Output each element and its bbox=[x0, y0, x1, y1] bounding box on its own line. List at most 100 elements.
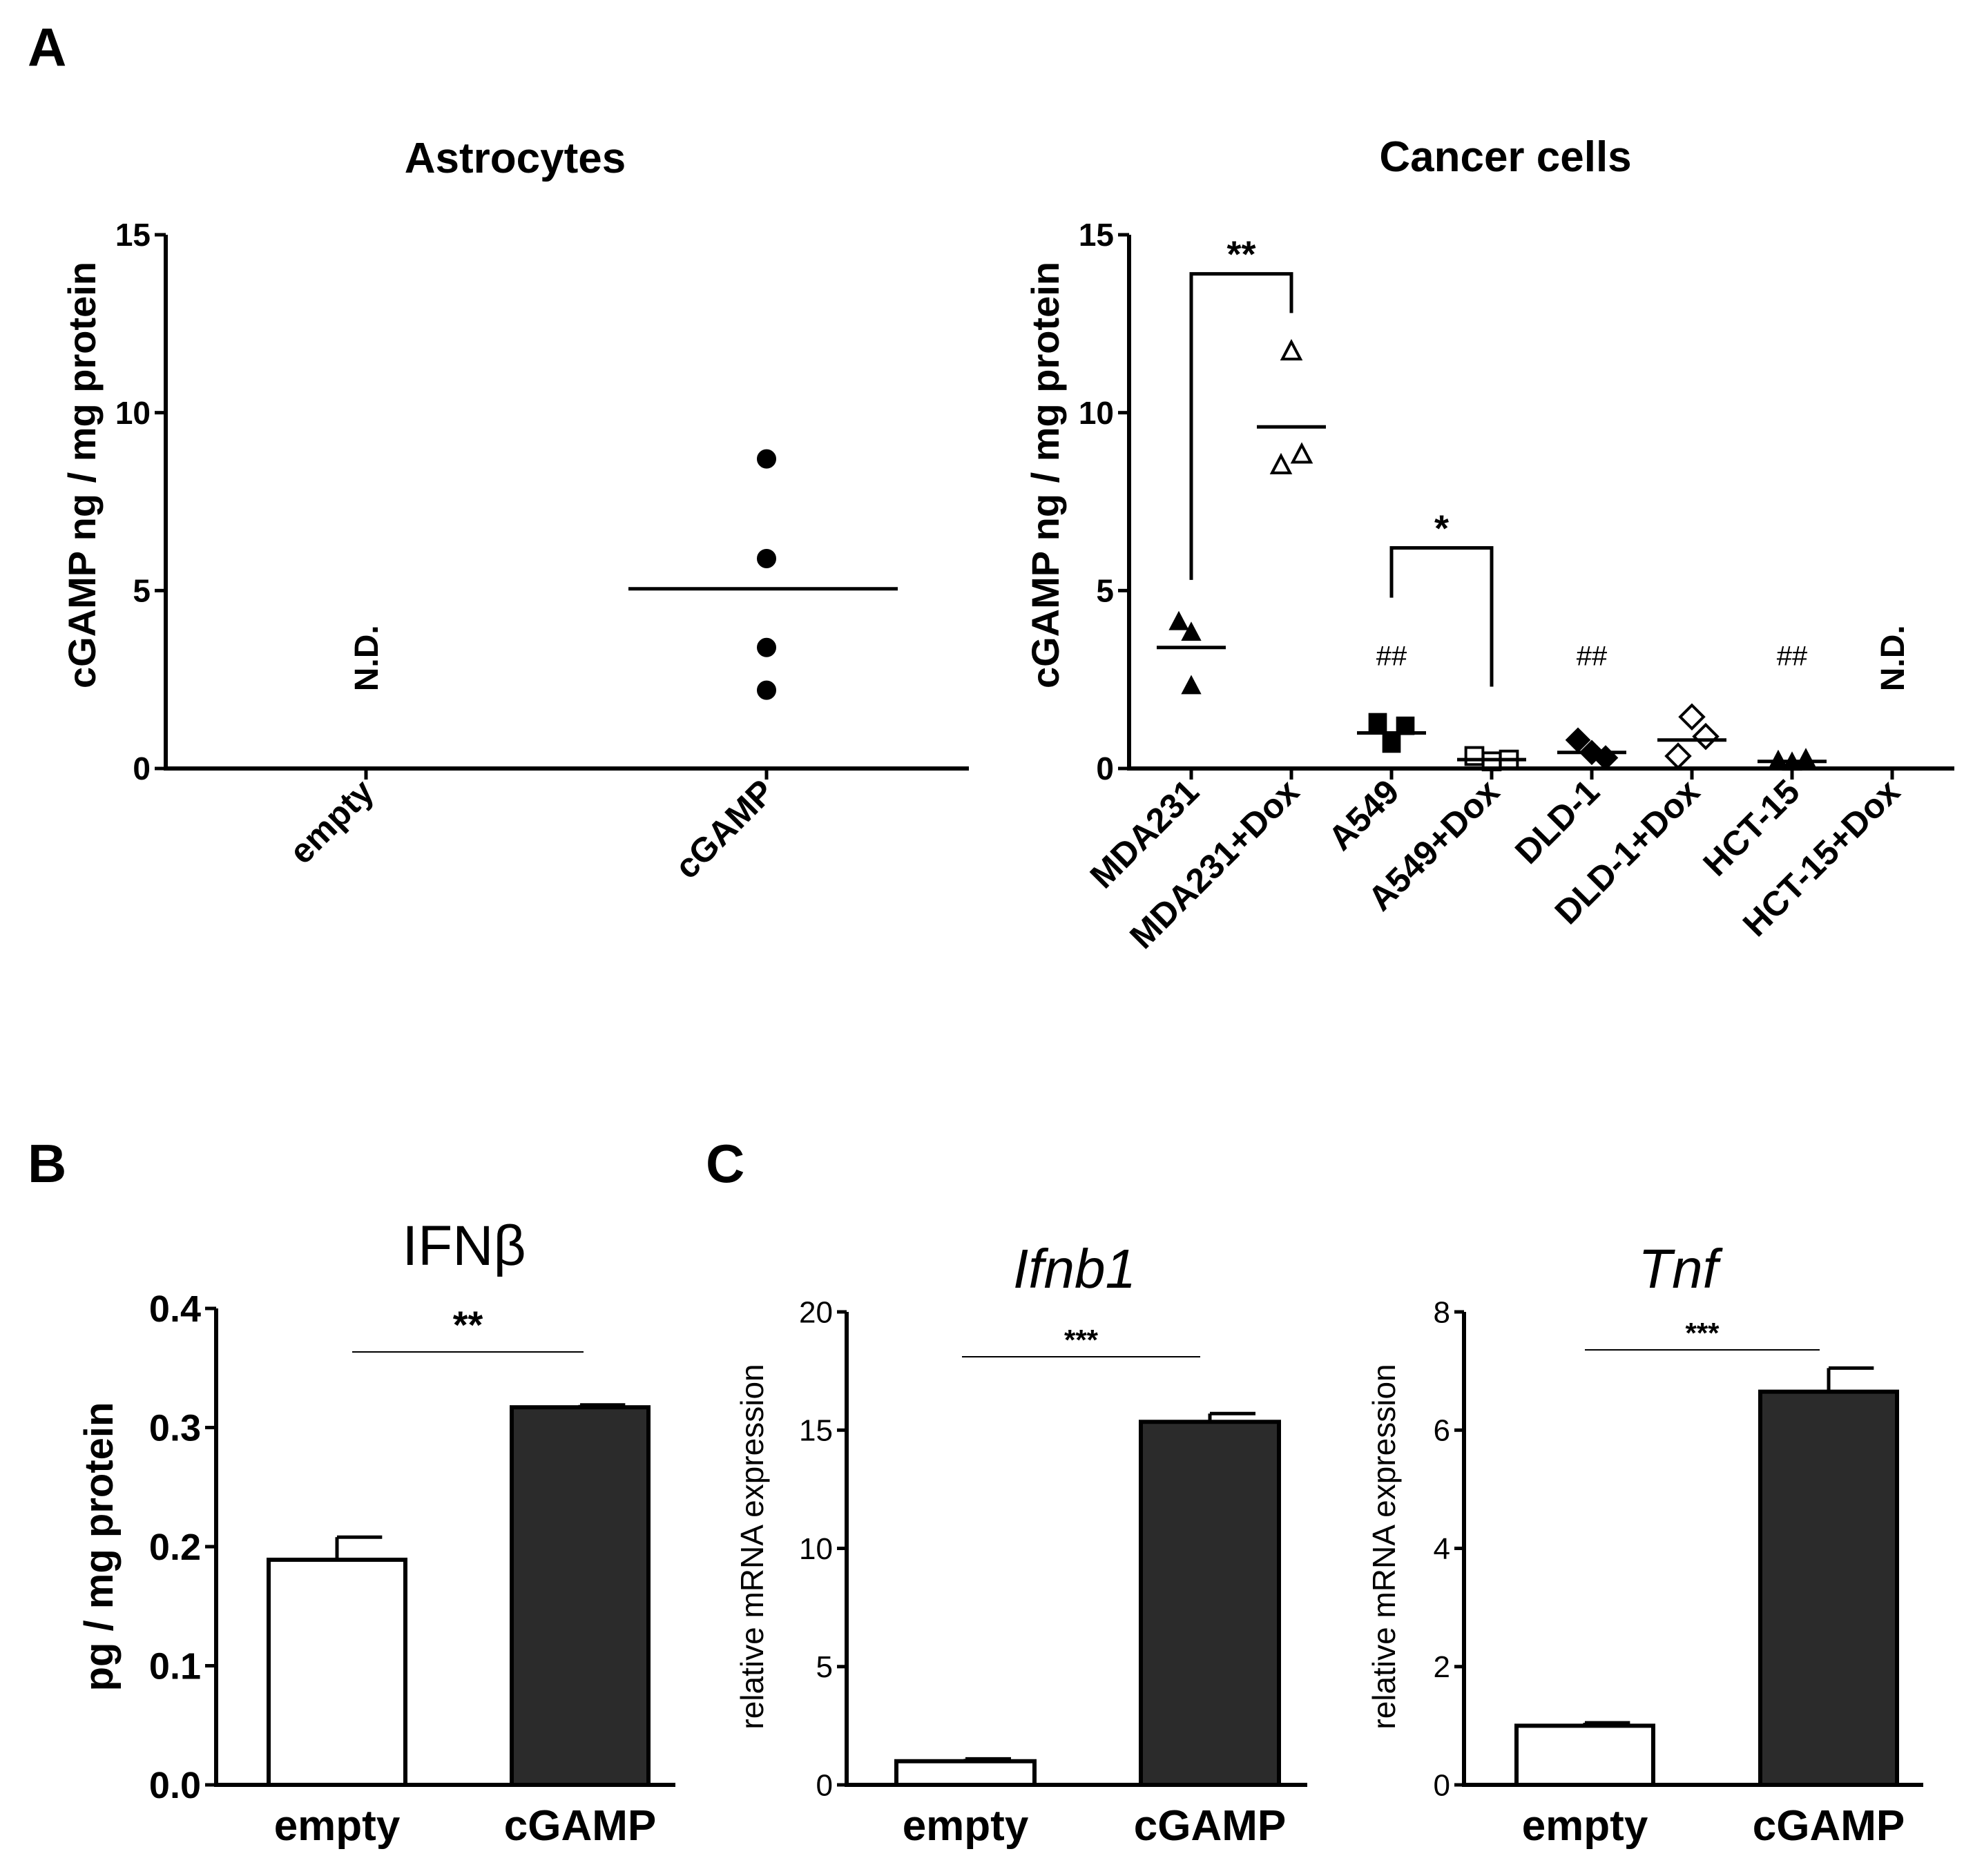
y-tick-label: 2 bbox=[1434, 1650, 1450, 1684]
panel-label-c: C bbox=[706, 1133, 744, 1194]
panel-label-b: B bbox=[28, 1133, 66, 1194]
y-tick-label: 0 bbox=[133, 751, 151, 786]
data-marks: ** bbox=[267, 1303, 651, 1788]
y-tick-label: 5 bbox=[1096, 572, 1114, 608]
x-ticks: empty cGAMP bbox=[903, 1802, 1287, 1850]
x-ticks: empty cGAMP bbox=[1522, 1802, 1905, 1850]
chart-cancer-cells: Cancer cells cGAMP ng / mg protein 0 5 10 1… bbox=[1023, 133, 1954, 956]
y-tick-label: 0 bbox=[1096, 751, 1114, 786]
y-tick-label: 15 bbox=[799, 1414, 833, 1448]
y-tick-label: 10 bbox=[1079, 395, 1114, 431]
panel-label-a: A bbox=[28, 17, 66, 77]
y-tick-label: 5 bbox=[133, 572, 151, 608]
bar bbox=[1758, 1389, 1899, 1787]
y-ticks: 0.0 0.1 0.2 0.3 0.4 bbox=[149, 1288, 216, 1806]
data-point bbox=[1464, 746, 1485, 766]
significance-label: *** bbox=[1064, 1324, 1099, 1356]
bar bbox=[1139, 1420, 1281, 1787]
data-point bbox=[757, 449, 776, 469]
x-tick-label: cGAMP bbox=[667, 772, 781, 886]
chart-astrocytes: Astrocytes cGAMP ng / mg protein 051015 … bbox=[60, 135, 969, 887]
data-point bbox=[1269, 452, 1293, 474]
data-point bbox=[1678, 703, 1706, 731]
y-tick-label: 5 bbox=[816, 1650, 833, 1684]
chart-ifnb-protein: IFNβ pg / mg protein 0.00.10.20.30.4 ** … bbox=[77, 1215, 675, 1850]
y-tick-label: 15 bbox=[115, 217, 151, 253]
bar bbox=[894, 1759, 1037, 1787]
significance-label: * bbox=[1434, 507, 1449, 549]
data-marks: *** bbox=[894, 1324, 1281, 1787]
y-tick-label: 4 bbox=[1434, 1532, 1450, 1566]
data-point bbox=[1382, 734, 1401, 753]
y-tick-label: 0 bbox=[1434, 1768, 1450, 1802]
y-axis-label: relative mRNA expression bbox=[1366, 1364, 1402, 1729]
data-point bbox=[1368, 713, 1387, 732]
annotation-nd: N.D. bbox=[349, 625, 385, 691]
data-marks: *** bbox=[1514, 1317, 1899, 1787]
data-point bbox=[1280, 338, 1303, 360]
chart-title: Tnf bbox=[1638, 1238, 1723, 1299]
bar bbox=[1514, 1723, 1655, 1787]
annotation-hash: ## bbox=[1577, 641, 1608, 672]
y-tick-label: 15 bbox=[1079, 217, 1114, 253]
y-tick-label: 10 bbox=[115, 395, 151, 431]
y-ticks: 0 2 4 6 8 bbox=[1434, 1295, 1464, 1802]
y-axis-label: cGAMP ng / mg protein bbox=[60, 262, 104, 688]
bar bbox=[510, 1405, 651, 1788]
chart-tnf-mrna: Tnf relative mRNA expression 0 2 4 6 8 *** e… bbox=[1366, 1238, 1923, 1850]
x-tick-label: empty bbox=[274, 1802, 401, 1850]
y-tick-label: 6 bbox=[1434, 1414, 1450, 1448]
x-tick-label: DLD-1 bbox=[1508, 772, 1607, 871]
bar bbox=[267, 1557, 407, 1788]
x-tick-label: cGAMP bbox=[1134, 1802, 1286, 1850]
data-point bbox=[757, 637, 776, 657]
significance-bracket bbox=[1189, 272, 1293, 580]
y-ticks: 0 5 10 15 bbox=[1079, 217, 1129, 786]
data-point bbox=[1181, 621, 1202, 641]
y-axis-label: pg / mg protein bbox=[77, 1402, 122, 1692]
significance-label: ** bbox=[453, 1303, 483, 1346]
data-point bbox=[1181, 675, 1202, 695]
x-tick-label: cGAMP bbox=[504, 1802, 656, 1850]
y-ticks: 0 5 10 15 20 bbox=[799, 1295, 847, 1802]
data-marks: ## ## ## N.D.*** bbox=[1157, 234, 1912, 772]
data-marks: N.D. bbox=[349, 449, 898, 700]
chart-title: Ifnb1 bbox=[1013, 1238, 1136, 1299]
x-tick-label: A549 bbox=[1321, 772, 1407, 858]
significance-bracket bbox=[1389, 545, 1494, 687]
data-point bbox=[1664, 742, 1692, 770]
y-tick-label: 0.0 bbox=[149, 1765, 201, 1806]
x-tick-label: MDA231+Dox bbox=[1122, 772, 1307, 956]
y-tick-label: 20 bbox=[799, 1295, 833, 1329]
y-tick-label: 10 bbox=[799, 1532, 833, 1566]
data-point bbox=[1795, 748, 1816, 767]
y-axis-label: cGAMP ng / mg protein bbox=[1023, 262, 1067, 688]
y-tick-label: 0 bbox=[816, 1768, 833, 1802]
y-axis-label: relative mRNA expression bbox=[734, 1364, 770, 1729]
data-point bbox=[757, 548, 776, 568]
y-tick-label: 0.2 bbox=[149, 1527, 201, 1568]
x-tick-label: empty bbox=[282, 772, 381, 871]
x-tick-label: empty bbox=[1522, 1802, 1648, 1850]
chart-title: Cancer cells bbox=[1379, 133, 1631, 181]
annotation-hash: ## bbox=[1376, 641, 1407, 672]
data-point bbox=[757, 680, 776, 700]
x-tick-label: cGAMP bbox=[1753, 1802, 1905, 1850]
y-tick-label: 0.3 bbox=[149, 1407, 201, 1449]
annotation-hash: ## bbox=[1777, 641, 1808, 672]
data-point bbox=[1290, 442, 1313, 464]
y-tick-label: 0.1 bbox=[149, 1645, 201, 1687]
data-point bbox=[1692, 722, 1720, 751]
y-tick-label: 8 bbox=[1434, 1295, 1450, 1329]
y-tick-label: 0.4 bbox=[149, 1288, 201, 1330]
y-ticks: 0 5 10 15 bbox=[115, 217, 166, 786]
x-tick-label: empty bbox=[903, 1802, 1029, 1850]
annotation-nd: N.D. bbox=[1875, 625, 1912, 691]
chart-title: IFNβ bbox=[402, 1215, 526, 1277]
significance-label: ** bbox=[1226, 234, 1255, 275]
chart-ifnb1-mrna: Ifnb1 relative mRNA expression 05101520 … bbox=[734, 1238, 1307, 1850]
data-point bbox=[1168, 610, 1189, 630]
x-ticks: empty cGAMP bbox=[282, 768, 782, 887]
